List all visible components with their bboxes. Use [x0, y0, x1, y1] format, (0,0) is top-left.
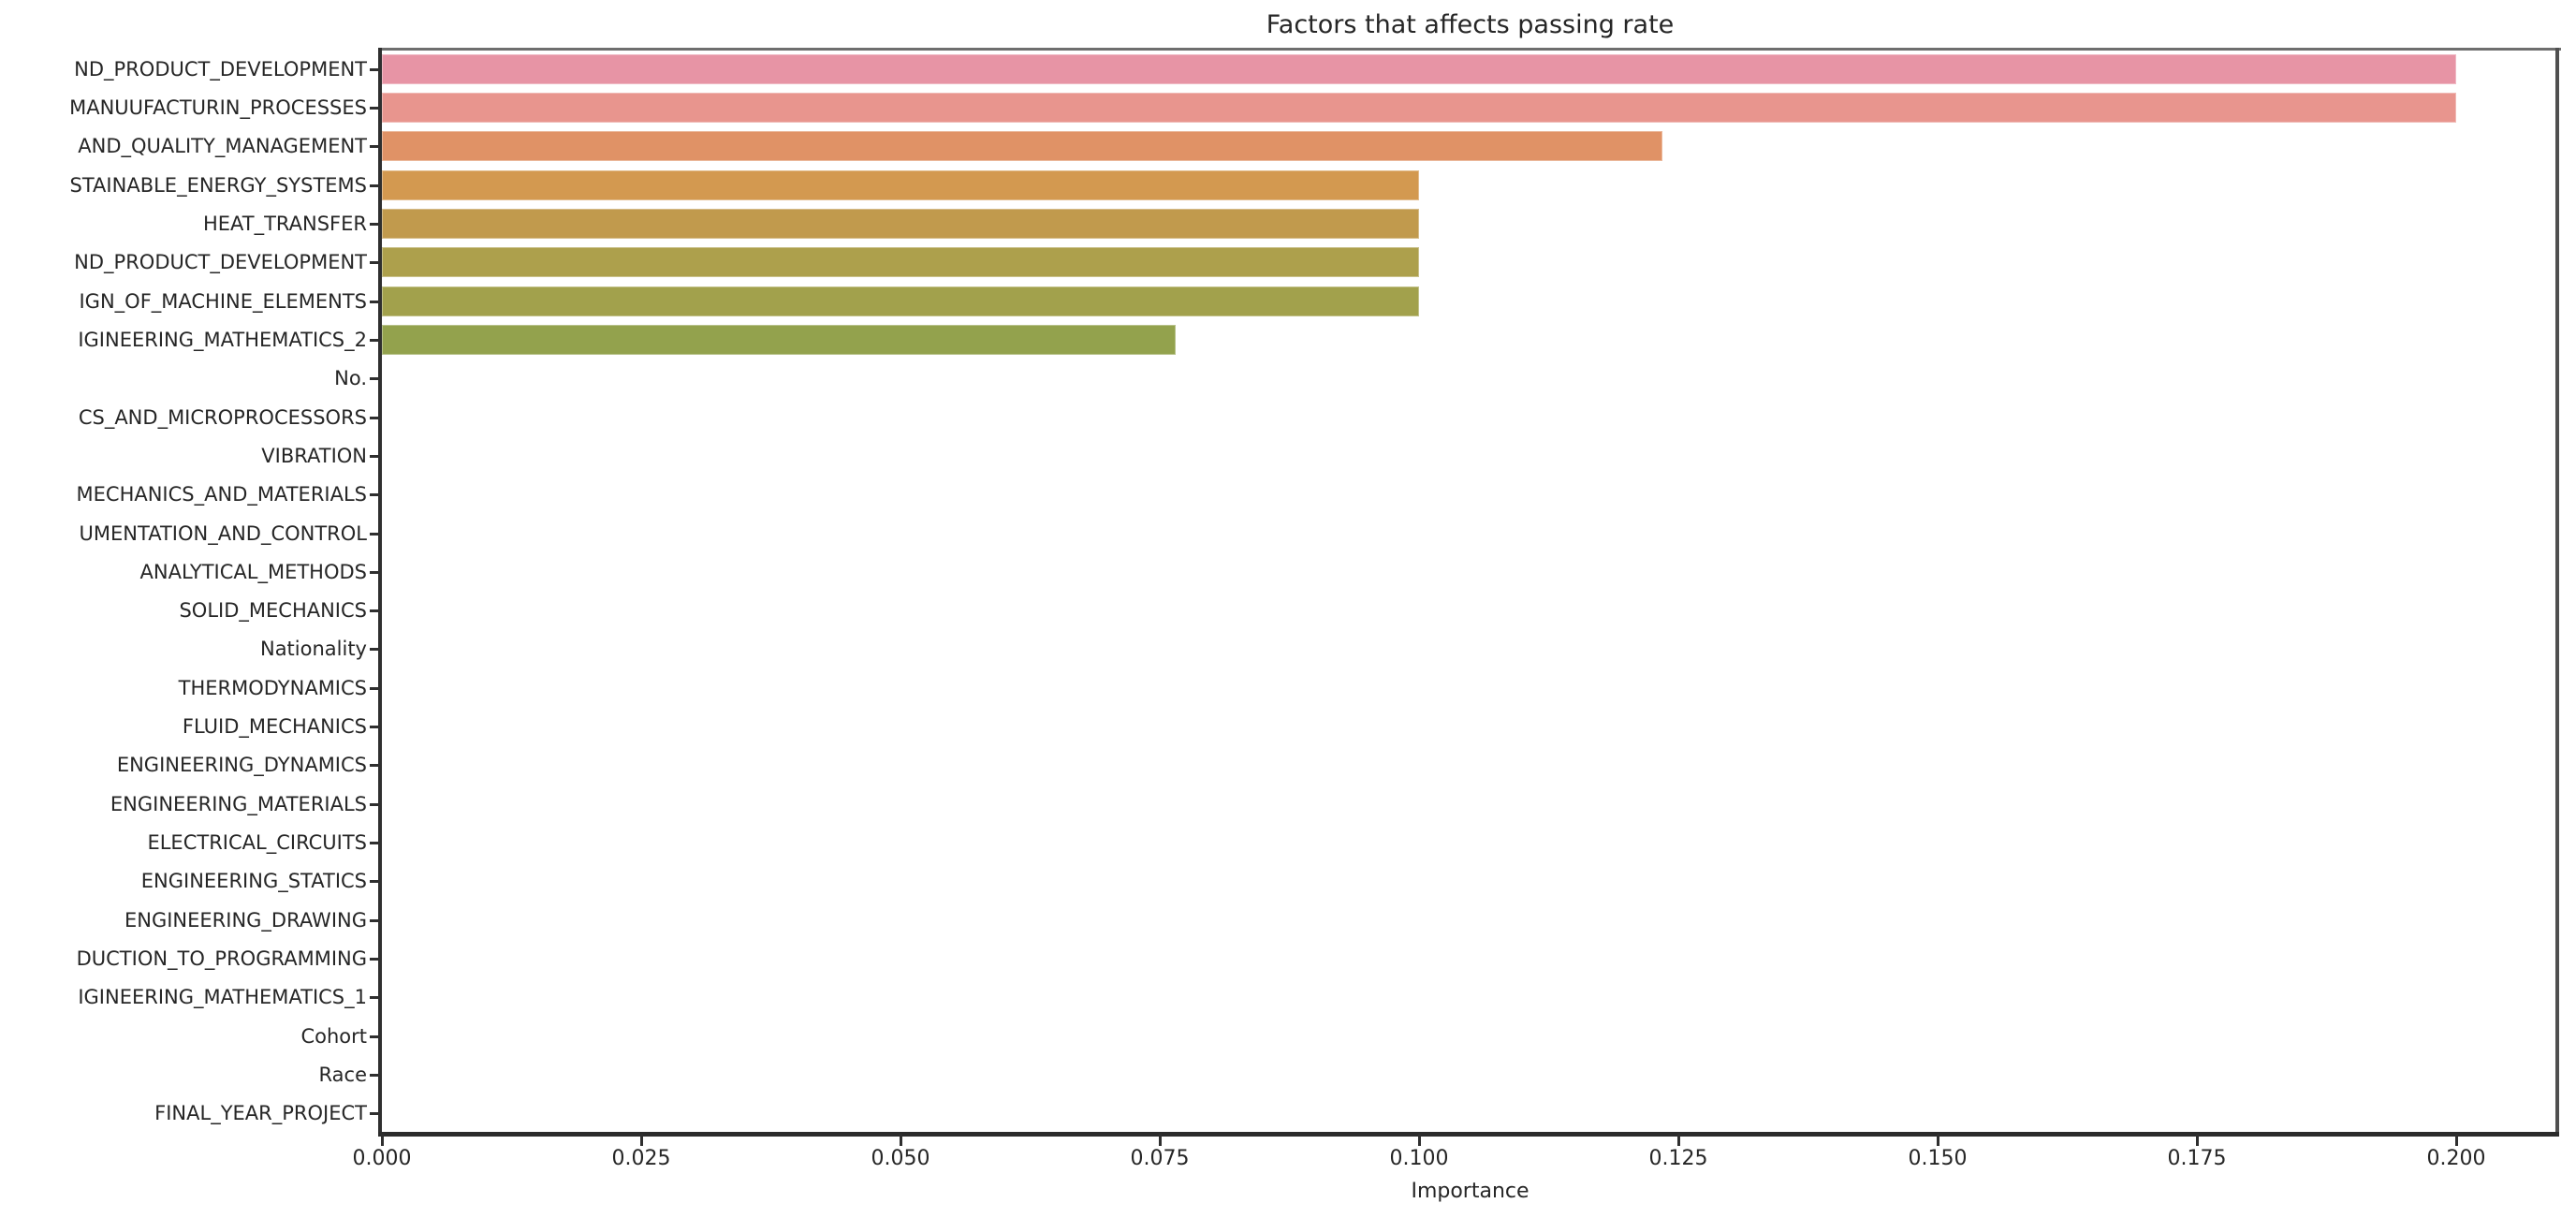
bar [382, 93, 2456, 123]
y-tick-label: ND_PRODUCT_DEVELOPMENT [74, 251, 367, 273]
y-tick-label: HEAT_TRANSFER [202, 213, 367, 235]
y-tick-label: Race [318, 1064, 367, 1086]
x-tick-label: 0.150 [1908, 1147, 1968, 1170]
x-tick-mark [640, 1134, 643, 1146]
x-tick-mark [2455, 1134, 2458, 1146]
x-tick-label: 0.050 [871, 1147, 930, 1170]
y-axis-spine [378, 48, 382, 1136]
x-tick-mark [1159, 1134, 1162, 1146]
y-tick-mark [370, 726, 382, 728]
y-tick-label: UMENTATION_AND_CONTROL [79, 522, 367, 545]
y-tick-label: Cohort [300, 1025, 367, 1048]
x-tick-mark [900, 1134, 902, 1146]
bar [382, 286, 1419, 316]
y-tick-mark [370, 609, 382, 612]
y-tick-mark [370, 842, 382, 844]
y-tick-mark [370, 1074, 382, 1077]
y-tick-mark [370, 687, 382, 690]
x-tick-mark [2196, 1134, 2199, 1146]
y-tick-label: IGINEERING_MATHEMATICS_1 [78, 986, 367, 1008]
x-tick-label: 0.175 [2167, 1147, 2227, 1170]
y-tick-label: IGINEERING_MATHEMATICS_2 [78, 329, 367, 351]
y-tick-mark [370, 301, 382, 303]
x-tick-label: 0.200 [2426, 1147, 2486, 1170]
y-tick-label: ENGINEERING_MATERIALS [110, 793, 367, 815]
y-tick-mark [370, 571, 382, 574]
y-tick-label: MECHANICS_AND_MATERIALS [76, 483, 367, 506]
y-tick-label: DUCTION_TO_PROGRAMMING [76, 947, 367, 970]
y-tick-mark [370, 648, 382, 651]
x-tick-label: 0.025 [611, 1147, 671, 1170]
y-tick-label: ANALYTICAL_METHODS [139, 561, 367, 583]
y-tick-mark [370, 533, 382, 536]
bar [382, 325, 1176, 355]
y-tick-label: ELECTRICAL_CIRCUITS [147, 831, 367, 854]
y-tick-mark [370, 764, 382, 767]
y-tick-label: FINAL_YEAR_PROJECT [154, 1102, 367, 1124]
x-tick-mark [1418, 1134, 1421, 1146]
y-tick-mark [370, 880, 382, 883]
x-tick-label: 0.075 [1130, 1147, 1190, 1170]
plot-right-spine [2555, 48, 2559, 1136]
y-tick-label: AND_QUALITY_MANAGEMENT [78, 135, 367, 157]
y-tick-label: SOLID_MECHANICS [179, 599, 367, 622]
y-tick-mark [370, 184, 382, 187]
y-tick-label: ENGINEERING_STATICS [140, 870, 367, 892]
x-tick-label: 0.000 [352, 1147, 412, 1170]
x-tick-mark [1677, 1134, 1680, 1146]
y-tick-mark [370, 145, 382, 148]
y-tick-label: VIBRATION [261, 445, 367, 467]
y-tick-mark [370, 377, 382, 380]
y-tick-label: STAINABLE_ENERGY_SYSTEMS [69, 174, 367, 197]
y-tick-label: ENGINEERING_DRAWING [124, 909, 367, 932]
y-tick-mark [370, 803, 382, 806]
bar [382, 247, 1419, 277]
y-tick-label: No. [334, 367, 367, 389]
x-axis-label: Importance [1411, 1180, 1530, 1203]
y-tick-label: MANUUFACTURIN_PROCESSES [69, 96, 367, 119]
y-tick-mark [370, 919, 382, 922]
y-tick-label: ND_PRODUCT_DEVELOPMENT [74, 58, 367, 81]
y-tick-label: CS_AND_MICROPROCESSORS [78, 406, 367, 429]
y-tick-mark [370, 1112, 382, 1115]
x-tick-label: 0.100 [1389, 1147, 1449, 1170]
y-tick-label: Nationality [259, 638, 367, 660]
x-tick-label: 0.125 [1648, 1147, 1708, 1170]
y-tick-mark [370, 1035, 382, 1038]
y-tick-mark [370, 223, 382, 226]
bar [382, 54, 2456, 84]
y-tick-label: THERMODYNAMICS [178, 677, 367, 699]
y-tick-mark [370, 107, 382, 110]
bar [382, 209, 1419, 239]
y-tick-mark [370, 958, 382, 961]
bar [382, 131, 1662, 161]
x-tick-mark [1937, 1134, 1939, 1146]
y-tick-mark [370, 261, 382, 264]
y-tick-label: IGN_OF_MACHINE_ELEMENTS [79, 290, 367, 313]
x-tick-mark [381, 1134, 384, 1146]
y-tick-mark [370, 68, 382, 71]
y-tick-mark [370, 339, 382, 342]
plot-top-spine [378, 48, 2561, 51]
y-tick-mark [370, 493, 382, 496]
y-tick-mark [370, 455, 382, 458]
bar [382, 170, 1419, 200]
chart-title: Factors that affects passing rate [1266, 10, 1675, 39]
y-tick-label: FLUID_MECHANICS [182, 715, 367, 738]
x-axis-spine [378, 1132, 2559, 1137]
y-tick-label: ENGINEERING_DYNAMICS [116, 754, 367, 776]
y-tick-mark [370, 417, 382, 419]
y-tick-mark [370, 996, 382, 999]
